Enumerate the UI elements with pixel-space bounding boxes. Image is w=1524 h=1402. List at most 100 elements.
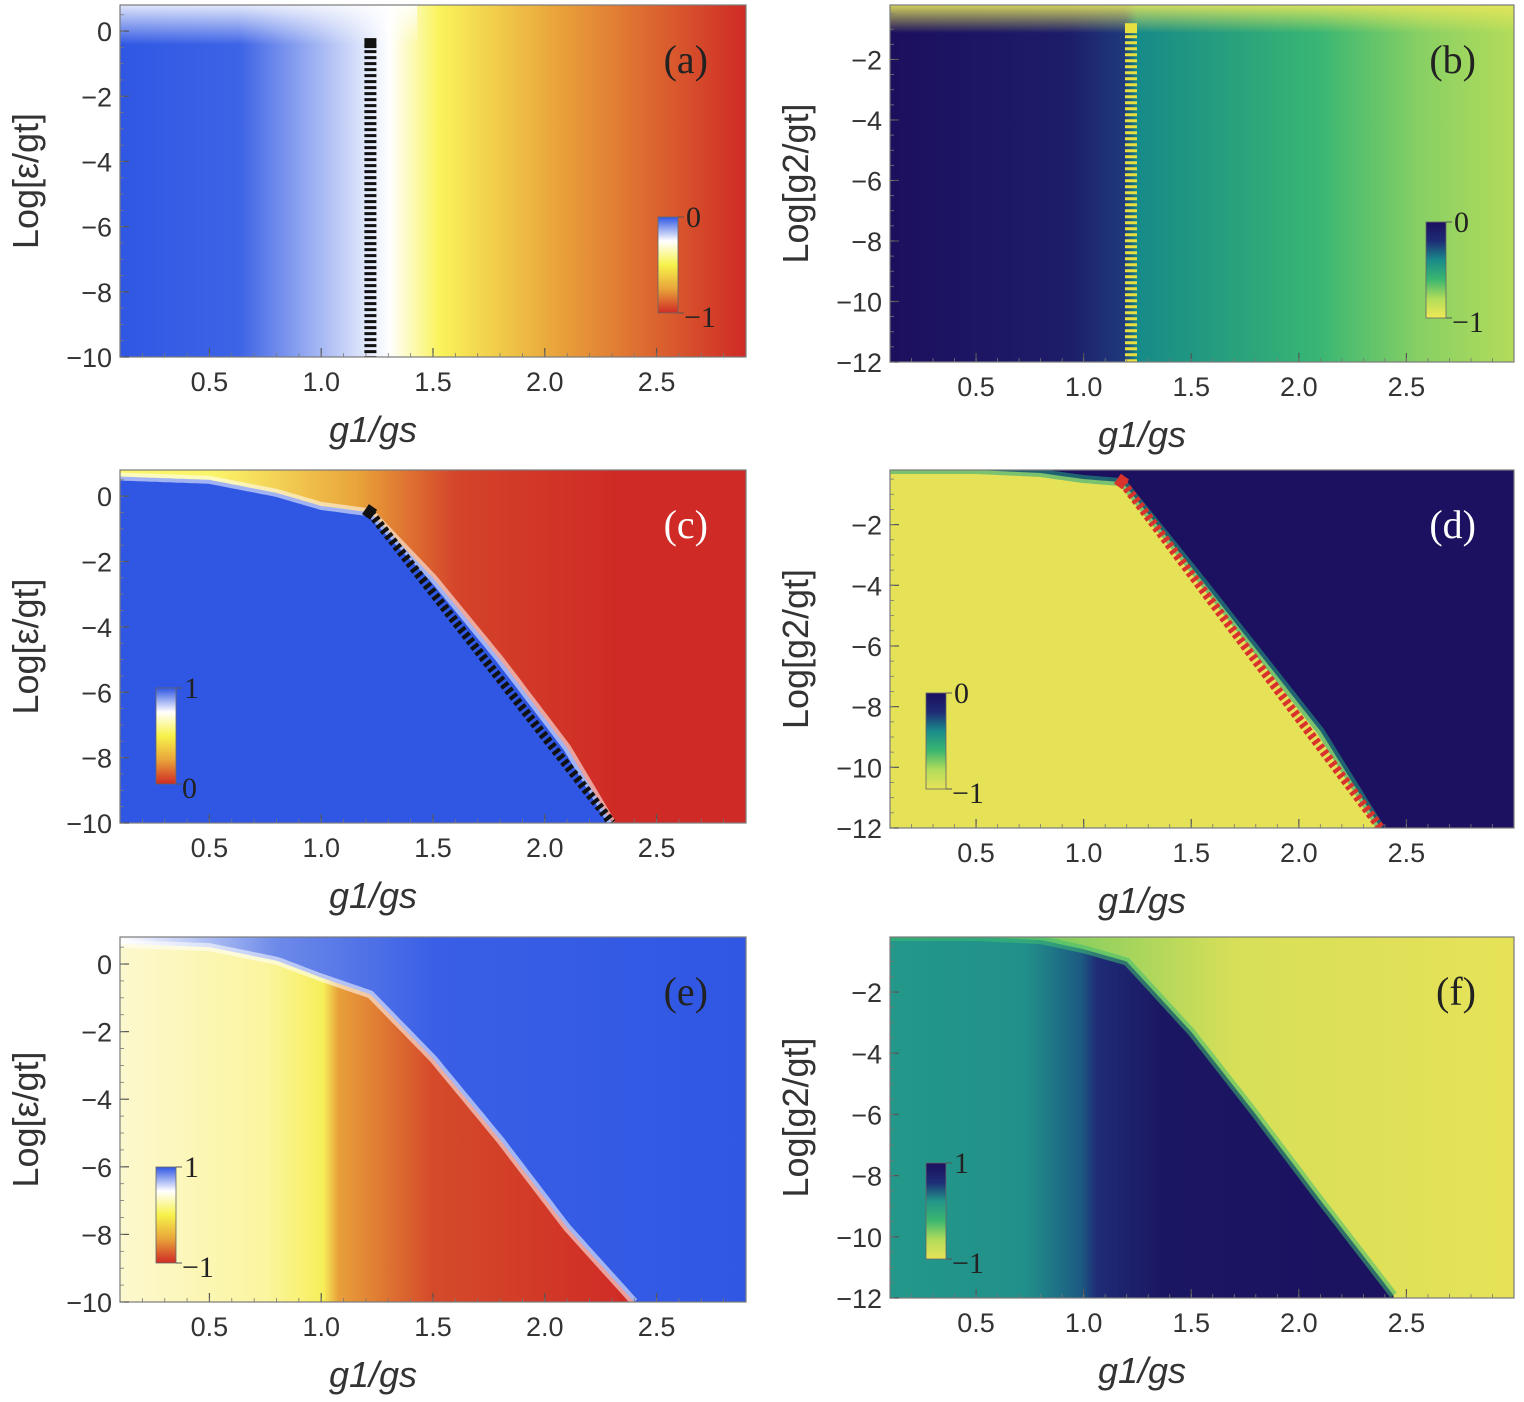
y-axis-title: Log[g2/gt] xyxy=(775,569,816,729)
heatmap-area-c xyxy=(120,470,746,823)
panel-f: 0.5 1.0 1.5 2.0 2.5 −2 −4 −6 −8 −10 −12 g1/gs Log[g2… xyxy=(775,936,1515,1391)
x-tick-label: 0.5 xyxy=(191,833,229,863)
y-axis-title: Log[g2/gt] xyxy=(775,1037,816,1197)
y-tick-label: −4 xyxy=(81,1085,112,1115)
x-axis-title: g1/gs xyxy=(1098,414,1186,455)
y-tick-label: 0 xyxy=(97,950,112,980)
x-axis-title: g1/gs xyxy=(329,1354,417,1395)
panel-tag: (e) xyxy=(664,969,708,1014)
x-tick-label: 2.0 xyxy=(526,833,564,863)
x-tick-label: 2.0 xyxy=(526,1312,564,1342)
y-tick-label: −8 xyxy=(81,1220,112,1250)
x-tick-label: 2.0 xyxy=(1280,372,1318,402)
x-tick-label: 2.5 xyxy=(1388,1308,1426,1338)
colorbar xyxy=(657,216,679,314)
y-tick-label: −6 xyxy=(851,632,882,662)
heatmap-region-lower xyxy=(890,470,1381,828)
marked-line-cap xyxy=(1124,23,1137,34)
marked-line-c xyxy=(366,509,616,823)
x-axis-title: g1/gs xyxy=(1098,1350,1186,1391)
y-tick-label: −12 xyxy=(836,348,882,378)
x-tick-label: 2.0 xyxy=(1280,838,1318,868)
y-tick-label: −4 xyxy=(851,571,882,601)
phase-boundary xyxy=(120,939,638,1302)
y-tick-label: −8 xyxy=(851,693,882,723)
y-axis-title: Log[ε/gt] xyxy=(5,578,46,714)
x-tick-label: 1.5 xyxy=(1172,838,1210,868)
colorbar xyxy=(155,687,177,785)
plot-frame xyxy=(889,469,1515,829)
y-tick-label: −2 xyxy=(851,45,882,75)
colorbar-max-label: 0 xyxy=(686,201,701,234)
colorbar-min-label: −1 xyxy=(952,777,984,810)
panel-e: 0.5 1.0 1.5 2.0 2.5 0 −2 −4 −6 −8 −10 g1/gs Log[ε/gt… xyxy=(5,936,747,1395)
x-tick-label: 0.5 xyxy=(191,1312,229,1342)
panel-d: 0.5 1.0 1.5 2.0 2.5−2−4−6−8−10−12g1/gsLog[g2… xyxy=(775,469,1515,921)
plot-frame xyxy=(889,936,1515,1299)
panel-a: 0.5 1.0 1.5 2.0 2.50−2−4−6−8−10g1/gsLog[ε/gt… xyxy=(5,4,747,450)
y-tick-label: −10 xyxy=(66,343,112,373)
x-tick-label: 1.0 xyxy=(302,833,340,863)
colorbar-max-label: 0 xyxy=(954,677,969,710)
plot-frame xyxy=(889,4,1515,363)
y-tick-label: −2 xyxy=(81,1018,112,1048)
y-tick-label: −6 xyxy=(81,678,112,708)
y-tick-label: −6 xyxy=(81,213,112,243)
colorbar xyxy=(155,1166,177,1264)
y-tick-label: −2 xyxy=(81,548,112,578)
x-tick-label: 2.5 xyxy=(638,833,676,863)
y-axis-title: Log[g2/gt] xyxy=(775,103,816,263)
marked-line-cap xyxy=(362,504,378,520)
marked-line-cap xyxy=(1114,473,1130,490)
colorbar-min-label: −1 xyxy=(684,301,716,334)
y-tick-label: −2 xyxy=(81,82,112,112)
panel-c: 0.5 1.0 1.5 2.0 2.5 0 −2 −4 −6 −8 −10 g1/gs Log[ε/gt… xyxy=(5,469,747,916)
x-tick-label: 0.5 xyxy=(957,838,995,868)
colorbar-min-label: −1 xyxy=(952,1247,984,1280)
phase-boundary xyxy=(890,470,1384,828)
colorbar-max-label: 1 xyxy=(184,672,199,705)
heatmap-region-lower xyxy=(890,937,1394,1298)
colorbar-max-label: 1 xyxy=(184,1151,199,1184)
x-tick-label: 0.5 xyxy=(191,367,229,397)
heatmap-area-a xyxy=(120,5,746,357)
x-tick-label: 1.0 xyxy=(302,367,340,397)
x-tick-label: 1.0 xyxy=(1065,372,1103,402)
colorbar-min-label: −1 xyxy=(1452,306,1484,339)
heatmap-area-b xyxy=(890,5,1514,362)
colorbar xyxy=(925,1162,947,1260)
y-tick-label: −8 xyxy=(851,227,882,257)
x-tick-label: 1.5 xyxy=(1172,1308,1210,1338)
x-axis-title: g1/gs xyxy=(329,409,417,450)
panel-tag: (b) xyxy=(1429,37,1476,82)
panel-b: 0.5 1.0 1.5 2.0 2.5−2−4−6−8−10−12g1/gsLog[g2… xyxy=(775,4,1515,455)
y-tick-label: −10 xyxy=(66,1288,112,1318)
y-tick-label: −12 xyxy=(836,1284,882,1314)
panel-tag: (a) xyxy=(664,37,708,82)
heatmap-area-f xyxy=(890,937,1514,1298)
x-tick-label: 1.5 xyxy=(414,367,452,397)
phase-boundary xyxy=(890,937,1397,1298)
y-tick-label: −8 xyxy=(81,744,112,774)
panel-tag: (f) xyxy=(1436,969,1476,1014)
y-tick-label: −2 xyxy=(851,511,882,541)
heatmap-fill xyxy=(890,5,1514,362)
x-tick-label: 1.0 xyxy=(1065,838,1103,868)
colorbar-min-label: 0 xyxy=(182,772,197,805)
y-tick-label: −8 xyxy=(851,1162,882,1192)
y-tick-label: −2 xyxy=(851,978,882,1008)
x-tick-label: 2.5 xyxy=(1388,838,1426,868)
y-tick-label: 0 xyxy=(97,17,112,47)
marked-line-d xyxy=(1118,479,1385,828)
y-tick-label: −4 xyxy=(851,1039,882,1069)
y-tick-label: 0 xyxy=(97,482,112,512)
y-tick-label: −10 xyxy=(836,1223,882,1253)
x-axis-title: g1/gs xyxy=(1098,880,1186,921)
panel-tag: (d) xyxy=(1429,502,1476,547)
x-tick-label: 1.0 xyxy=(302,1312,340,1342)
y-tick-label: −6 xyxy=(81,1153,112,1183)
heatmap-area-e xyxy=(120,937,746,1302)
x-tick-label: 1.5 xyxy=(414,1312,452,1342)
x-tick-label: 2.5 xyxy=(638,1312,676,1342)
